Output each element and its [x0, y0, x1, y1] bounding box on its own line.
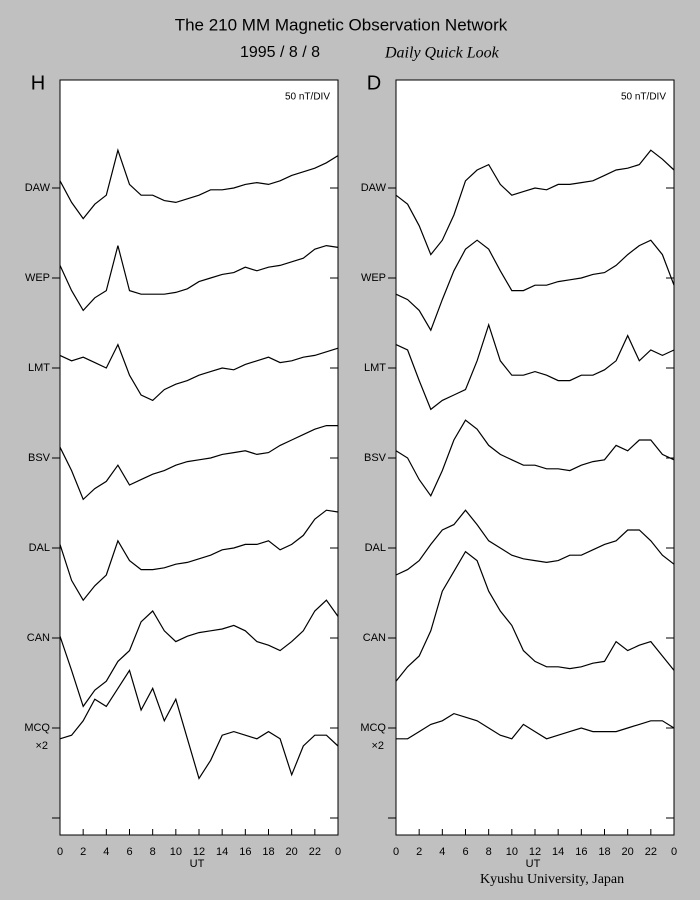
x-tick-label: 18: [598, 846, 610, 858]
x-tick-label: 10: [170, 846, 182, 858]
trace: [59, 148, 339, 220]
x-tick-label: 4: [103, 846, 109, 858]
page-title: The 210 MM Magnetic Observation Network: [175, 15, 508, 34]
station-label: MCQ: [360, 722, 386, 734]
x-tick-label: 6: [126, 846, 132, 858]
plot-area: [59, 79, 339, 836]
x-tick-label: 20: [286, 846, 298, 858]
subtitle: Daily Quick Look: [384, 45, 500, 62]
station-label: MCQ: [24, 722, 50, 734]
trace: [395, 149, 675, 256]
x-axis-label: UT: [526, 858, 541, 870]
date: 1995 / 8 / 8: [240, 44, 320, 61]
station-label: CAN: [27, 632, 50, 644]
trace: [59, 343, 339, 402]
x-tick-label: 14: [552, 846, 564, 858]
x-tick-label: 0: [57, 846, 63, 858]
plot-area: [395, 79, 675, 836]
station-label: WEP: [25, 272, 50, 284]
station-label: DAL: [365, 542, 386, 554]
station-label: CAN: [363, 632, 386, 644]
x-tick-label: 22: [309, 846, 321, 858]
scale-label: 50 nT/DIV: [621, 92, 666, 103]
station-label: DAL: [29, 542, 50, 554]
trace: [59, 668, 339, 780]
x-tick-label: 22: [645, 846, 657, 858]
x-tick-label: 12: [529, 846, 541, 858]
x-tick-label: 20: [622, 846, 634, 858]
trace: [396, 712, 675, 740]
x-tick-label: 0: [335, 846, 341, 858]
x-tick-label: 16: [575, 846, 587, 858]
trace: [395, 550, 675, 682]
x-tick-label: 6: [462, 846, 468, 858]
trace: [59, 244, 339, 312]
panel-label: D: [367, 72, 381, 94]
trace: [395, 239, 675, 332]
station-label: LMT: [364, 362, 386, 374]
credit: Kyushu University, Japan: [480, 872, 624, 887]
station-label: LMT: [28, 362, 50, 374]
station-label: DAW: [361, 182, 387, 194]
x-tick-label: 8: [486, 846, 492, 858]
station-label: DAW: [25, 182, 51, 194]
x-tick-label: 8: [150, 846, 156, 858]
x-tick-label: 16: [239, 846, 251, 858]
station-label: BSV: [28, 452, 51, 464]
x-tick-label: 2: [416, 846, 422, 858]
station-label: WEP: [361, 272, 386, 284]
panel-label: H: [31, 72, 45, 94]
trace: [59, 509, 339, 602]
x-tick-label: 14: [216, 846, 228, 858]
x-tick-label: 2: [80, 846, 86, 858]
station-note: ×2: [371, 740, 384, 752]
station-label: BSV: [364, 452, 387, 464]
x-axis-label: UT: [190, 858, 205, 870]
trace: [59, 425, 338, 501]
x-tick-label: 12: [193, 846, 205, 858]
scale-label: 50 nT/DIV: [285, 92, 330, 103]
x-tick-label: 10: [506, 846, 518, 858]
trace: [395, 322, 675, 411]
x-tick-label: 0: [393, 846, 399, 858]
x-tick-label: 4: [439, 846, 445, 858]
station-note: ×2: [35, 740, 48, 752]
trace: [59, 599, 339, 708]
x-tick-label: 18: [262, 846, 274, 858]
x-tick-label: 0: [671, 846, 677, 858]
trace: [395, 419, 675, 497]
trace: [395, 509, 675, 576]
